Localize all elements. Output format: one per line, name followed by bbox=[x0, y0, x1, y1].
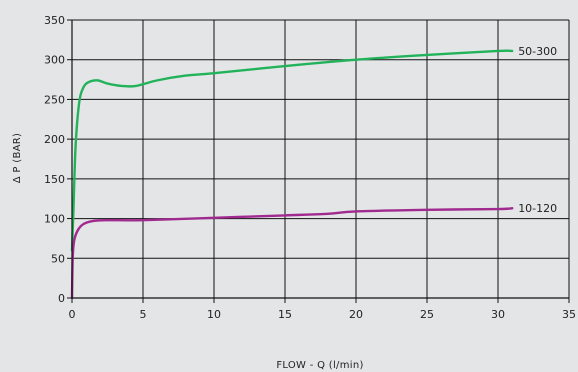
x-axis-label: FLOW - Q (l/min) bbox=[276, 360, 363, 371]
x-tick-label: 10 bbox=[207, 308, 221, 321]
x-tick-label: 30 bbox=[491, 308, 505, 321]
y-tick-label: 350 bbox=[44, 14, 65, 27]
x-tick-label: 5 bbox=[140, 308, 147, 321]
x-tick-label: 0 bbox=[69, 308, 76, 321]
series-layer: 50-300 10-120 bbox=[70, 45, 557, 300]
axes: 0 50 100 150 200 250 300 350 0 5 10 15 20 25 30 35 bbox=[44, 14, 576, 321]
y-tick-label: 300 bbox=[44, 54, 65, 67]
x-tick-label: 20 bbox=[349, 308, 363, 321]
series-label-50-300: 50-300 bbox=[518, 45, 557, 58]
y-tick-label: 150 bbox=[44, 173, 65, 186]
y-tick-label: 0 bbox=[58, 292, 65, 305]
grid bbox=[72, 19, 570, 298]
series-line-50-300 bbox=[70, 49, 514, 252]
x-tick-label: 15 bbox=[278, 308, 292, 321]
y-tick-label: 50 bbox=[51, 252, 65, 265]
y-tick-label: 100 bbox=[44, 213, 65, 226]
series-label-10-120: 10-120 bbox=[518, 202, 557, 215]
y-axis-label: Δ P (BAR) bbox=[12, 133, 23, 183]
x-tick-label: 25 bbox=[420, 308, 434, 321]
x-tick-label: 35 bbox=[562, 308, 576, 321]
y-tick-label: 250 bbox=[44, 93, 65, 106]
y-tick-label: 200 bbox=[44, 133, 65, 146]
series-line-10-120 bbox=[70, 207, 514, 300]
